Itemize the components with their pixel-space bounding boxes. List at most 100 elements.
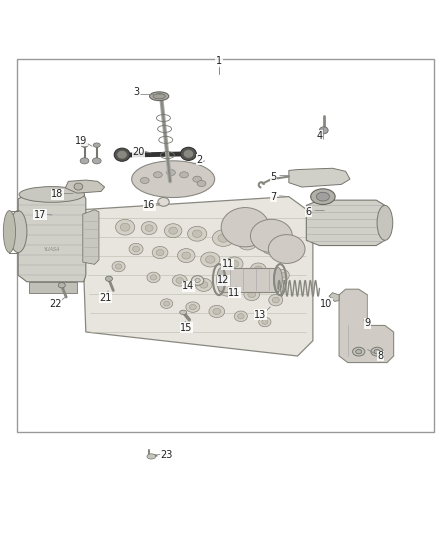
Ellipse shape — [147, 272, 160, 282]
Ellipse shape — [234, 311, 247, 321]
Ellipse shape — [209, 305, 225, 318]
Ellipse shape — [172, 275, 187, 286]
Ellipse shape — [163, 301, 170, 306]
Ellipse shape — [238, 235, 257, 250]
Text: 23: 23 — [160, 450, 173, 460]
Ellipse shape — [269, 294, 283, 306]
Ellipse shape — [218, 234, 229, 243]
Polygon shape — [29, 282, 77, 293]
Text: 15: 15 — [180, 322, 192, 333]
Ellipse shape — [248, 292, 256, 297]
Text: 1: 1 — [216, 56, 222, 66]
Polygon shape — [18, 195, 86, 282]
Ellipse shape — [251, 220, 292, 253]
Ellipse shape — [169, 227, 177, 234]
Ellipse shape — [200, 281, 208, 288]
Ellipse shape — [80, 158, 89, 164]
Ellipse shape — [371, 348, 383, 356]
Ellipse shape — [112, 261, 125, 272]
Ellipse shape — [183, 149, 194, 158]
Ellipse shape — [274, 268, 283, 292]
Text: 16: 16 — [143, 200, 155, 211]
Ellipse shape — [74, 183, 83, 190]
Polygon shape — [81, 197, 313, 356]
Bar — [17, 59, 434, 432]
Ellipse shape — [93, 143, 100, 147]
Ellipse shape — [145, 225, 153, 231]
Ellipse shape — [106, 276, 113, 281]
Ellipse shape — [244, 288, 260, 301]
Ellipse shape — [193, 176, 201, 182]
Ellipse shape — [213, 309, 221, 314]
Ellipse shape — [81, 143, 88, 147]
Ellipse shape — [19, 187, 85, 203]
Ellipse shape — [279, 272, 286, 278]
Ellipse shape — [147, 454, 155, 459]
Ellipse shape — [160, 299, 173, 309]
Ellipse shape — [120, 223, 130, 231]
Text: 5: 5 — [270, 172, 277, 182]
Ellipse shape — [150, 275, 157, 280]
Ellipse shape — [141, 177, 149, 183]
Ellipse shape — [182, 252, 191, 259]
Polygon shape — [339, 289, 394, 362]
Text: 20: 20 — [132, 147, 145, 157]
Ellipse shape — [186, 302, 200, 312]
Polygon shape — [83, 210, 99, 264]
Ellipse shape — [319, 127, 328, 134]
Ellipse shape — [205, 256, 215, 263]
Ellipse shape — [115, 264, 122, 269]
Text: 21: 21 — [99, 293, 112, 303]
Ellipse shape — [10, 211, 27, 253]
Ellipse shape — [177, 248, 195, 263]
Text: 22: 22 — [49, 298, 61, 309]
Ellipse shape — [58, 282, 65, 288]
Ellipse shape — [189, 304, 196, 310]
Text: 4: 4 — [316, 131, 322, 141]
Bar — [221, 268, 278, 292]
Ellipse shape — [311, 189, 335, 205]
Ellipse shape — [4, 211, 15, 253]
Text: YUASA: YUASA — [43, 247, 60, 252]
Text: 8: 8 — [378, 351, 384, 361]
Ellipse shape — [259, 317, 271, 327]
Text: 6: 6 — [305, 207, 311, 217]
Ellipse shape — [197, 181, 206, 187]
Ellipse shape — [221, 207, 269, 247]
Ellipse shape — [156, 249, 164, 256]
Ellipse shape — [237, 313, 244, 319]
Ellipse shape — [251, 263, 266, 275]
Ellipse shape — [129, 244, 143, 255]
Ellipse shape — [114, 148, 130, 161]
Ellipse shape — [226, 257, 243, 271]
Ellipse shape — [272, 297, 279, 303]
Ellipse shape — [153, 94, 165, 99]
Ellipse shape — [133, 246, 140, 252]
Ellipse shape — [180, 147, 196, 160]
Ellipse shape — [192, 230, 202, 238]
Text: 19: 19 — [75, 136, 88, 146]
Ellipse shape — [92, 158, 101, 164]
Ellipse shape — [377, 205, 393, 240]
Ellipse shape — [201, 252, 220, 267]
Polygon shape — [306, 200, 385, 246]
Ellipse shape — [374, 350, 380, 354]
Text: 11: 11 — [228, 288, 240, 298]
Ellipse shape — [262, 240, 279, 254]
Text: 9: 9 — [364, 318, 371, 328]
Ellipse shape — [132, 161, 215, 198]
Ellipse shape — [187, 227, 207, 241]
Ellipse shape — [153, 172, 162, 178]
Ellipse shape — [356, 350, 362, 354]
Ellipse shape — [141, 222, 157, 235]
Ellipse shape — [166, 169, 175, 176]
Ellipse shape — [223, 286, 232, 293]
Text: 11: 11 — [222, 260, 234, 269]
Text: 13: 13 — [254, 310, 267, 319]
Text: 17: 17 — [34, 210, 46, 220]
Ellipse shape — [176, 278, 184, 284]
Text: 7: 7 — [270, 192, 277, 201]
Ellipse shape — [180, 172, 188, 178]
Ellipse shape — [230, 261, 239, 268]
Ellipse shape — [219, 282, 237, 296]
